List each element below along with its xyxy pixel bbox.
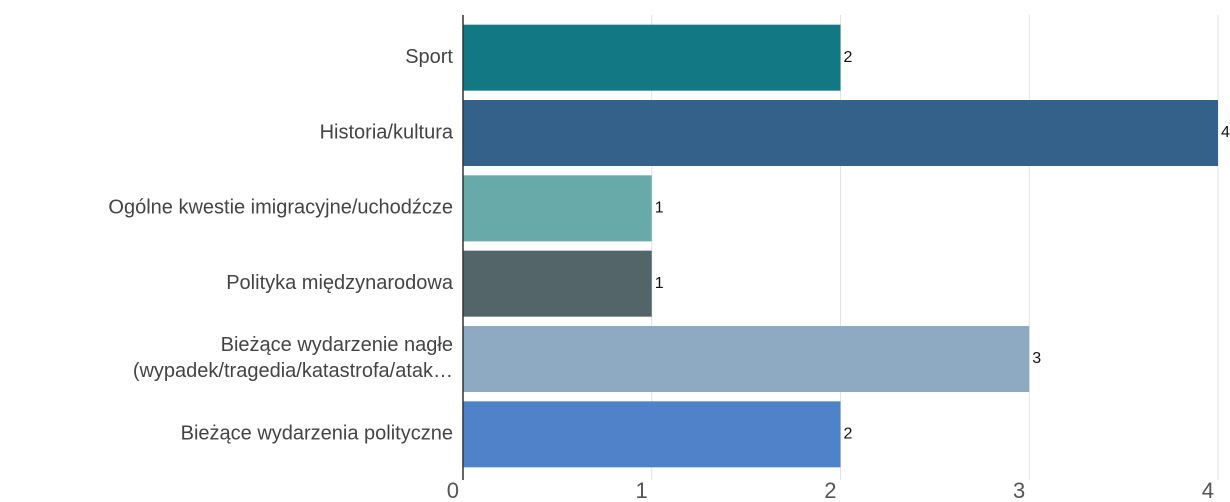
- value-label: 2: [844, 49, 853, 66]
- category-label: Ogólne kwestie imigracyjne/uchodźcze: [108, 197, 453, 219]
- category-label-line: (wypadek/tragedia/katastrofa/atak…: [133, 360, 453, 382]
- category-label: Bieżące wydarzenie nagłe (wypadek/tragedi…: [133, 334, 453, 382]
- x-tick-label: 4: [1202, 478, 1214, 502]
- value-label: 1: [655, 200, 664, 217]
- x-tick-label: 3: [1013, 478, 1025, 502]
- x-tick-label: 1: [636, 478, 648, 502]
- category-label-line: Bieżące wydarzenie nagłe: [221, 334, 453, 356]
- bar: [463, 100, 1218, 166]
- category-label: Historia/kultura: [320, 121, 454, 143]
- value-label: 2: [844, 426, 853, 443]
- value-label: 3: [1032, 350, 1041, 367]
- bar: [463, 24, 841, 91]
- value-label: 4: [1221, 124, 1230, 141]
- bar: [463, 326, 1030, 392]
- category-label: Sport: [405, 46, 453, 68]
- category-label: Bieżące wydarzenia polityczne: [181, 423, 453, 445]
- bar: [463, 401, 841, 468]
- bar: [463, 250, 652, 317]
- x-tick-label: 0: [447, 478, 459, 502]
- category-label: Polityka międzynarodowa: [226, 272, 454, 294]
- bar: [463, 175, 652, 242]
- value-label: 1: [655, 275, 664, 292]
- x-tick-label: 2: [824, 478, 836, 502]
